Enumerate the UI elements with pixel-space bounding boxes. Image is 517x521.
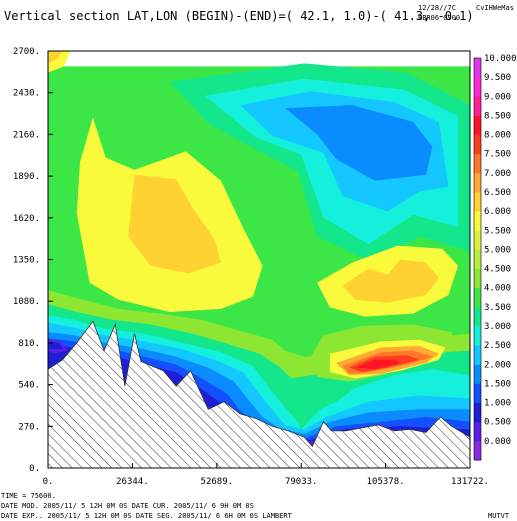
colorbar-label: 6.000 <box>484 207 511 217</box>
colorbar-swatch-7 <box>474 306 481 327</box>
colorbar-label: 1.000 <box>484 399 511 409</box>
colorbar-swatch-13 <box>474 192 481 212</box>
colorbar-label: 0.000 <box>484 437 511 447</box>
colorbar-swatch-6 <box>474 326 481 346</box>
colorbar-swatch-10 <box>474 249 481 269</box>
colorbar-swatch-4 <box>474 364 481 384</box>
header-model: EBR06 0900 <box>418 14 460 22</box>
colorbar-swatch-19 <box>474 77 481 97</box>
colorbar-swatch-17 <box>474 115 481 135</box>
y-tick-label: 0. <box>29 464 40 474</box>
y-tick-label: 1890. <box>13 172 40 182</box>
colorbar: 0.000 0.500 1.000 1.500 2.000 2.500 3.000 3.500… <box>473 54 517 461</box>
colorbar-swatch-2 <box>474 402 481 423</box>
colorbar-label: 9.500 <box>484 73 511 83</box>
colorbar-swatch-8 <box>474 287 481 308</box>
x-tick-label: 26344. <box>116 477 149 487</box>
contour-plot-area <box>48 51 470 468</box>
x-tick-label: 0. <box>43 477 54 487</box>
footer-dates-1: DATE MOD. 2005/11/ 5 12H 0M 0S DATE CUR.… <box>1 502 254 510</box>
colorbar-label: 4.500 <box>484 265 511 275</box>
colorbar-label: 6.500 <box>484 188 511 198</box>
colorbar-swatch-5 <box>474 345 481 365</box>
colorbar-label: 3.000 <box>484 322 511 332</box>
colorbar-label: 4.000 <box>484 284 511 294</box>
terrain-outline <box>48 320 470 448</box>
colorbar-label: 0.500 <box>484 418 511 428</box>
x-tick-label: 105378. <box>367 477 405 487</box>
colorbar-label: 9.000 <box>484 92 511 102</box>
colorbar-frame <box>473 57 482 461</box>
y-tick-label: 270. <box>18 422 40 432</box>
colorbar-label: 5.000 <box>484 245 511 255</box>
colorbar-swatch-16 <box>474 134 481 155</box>
colorbar-label: 2.000 <box>484 360 511 370</box>
y-tick-label: 1620. <box>13 214 40 224</box>
x-tick-label: 52689. <box>201 477 234 487</box>
colorbar-label: 8.500 <box>484 111 511 121</box>
contour-region-6 <box>128 174 221 274</box>
contour-region-8 <box>48 51 63 64</box>
colorbar-swatch-1 <box>474 421 481 442</box>
footer-field-name: MUTVT <box>488 512 510 520</box>
contour-region-10 <box>342 259 439 303</box>
chart-title: Vertical section LAT,LON (BEGIN)-(END)=(… <box>4 9 474 23</box>
header-date: 12/28//7C <box>418 4 456 12</box>
header-code: CvIHWeMas <box>476 4 514 12</box>
colorbar-label: 3.500 <box>484 303 511 313</box>
y-tick-label: 810. <box>18 339 40 349</box>
colorbar-swatch-14 <box>474 172 481 193</box>
axes: 0. 26344. 52689. 79033. 105378. 131722. 0. 270.… <box>13 47 489 487</box>
colorbar-swatch-11 <box>474 230 481 250</box>
terrain-hatch <box>48 321 470 468</box>
footer-time: TIME = 75600. <box>1 492 56 500</box>
colorbar-swatch-3 <box>474 383 481 403</box>
contour-region-4 <box>285 105 433 181</box>
contour-region-28 <box>355 359 401 370</box>
colorbar-swatch-0 <box>474 440 481 461</box>
y-tick-label: 2700. <box>13 47 40 57</box>
y-tick-label: 540. <box>18 381 40 391</box>
footer-dates-2: DATE EXP.. 2005/11/ 5 12H 0M 0S DATE SEG… <box>1 512 293 520</box>
colorbar-swatch-15 <box>474 153 481 174</box>
colorbar-swatch-20 <box>474 58 481 78</box>
colorbar-swatch-18 <box>474 96 481 116</box>
colorbar-label: 5.500 <box>484 226 511 236</box>
colorbar-label: 1.500 <box>484 379 511 389</box>
colorbar-label: 10.000 <box>484 54 517 64</box>
y-tick-label: 2160. <box>13 130 40 140</box>
x-tick-label: 79033. <box>285 477 318 487</box>
y-tick-label: 2430. <box>13 89 40 99</box>
colorbar-label: 8.000 <box>484 131 511 141</box>
colorbar-swatch-9 <box>474 268 481 289</box>
colorbar-label: 7.000 <box>484 169 511 179</box>
colorbar-label: 7.500 <box>484 150 511 160</box>
y-tick-label: 1350. <box>13 256 40 266</box>
y-tick-label: 1080. <box>13 297 40 307</box>
colorbar-swatch-12 <box>474 211 481 231</box>
colorbar-label: 2.500 <box>484 341 511 351</box>
x-tick-label: 131722. <box>451 477 489 487</box>
